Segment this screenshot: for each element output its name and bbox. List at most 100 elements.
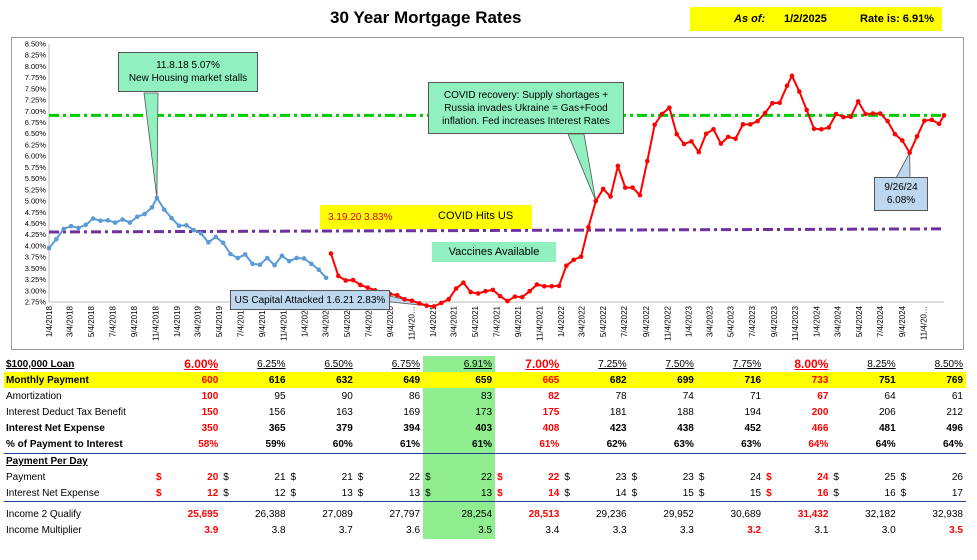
pct_interest-cell: 64% — [898, 436, 966, 454]
net_expense-cell: 481 — [831, 421, 898, 437]
data-point — [112, 220, 118, 225]
monthly_payment-value: 632 — [336, 374, 353, 386]
monthly_payment-cell: 659 — [423, 372, 495, 388]
annotation-low-date: 9/26/24 — [884, 182, 918, 193]
data-point — [206, 240, 211, 245]
y-tick-label: 6.25% — [25, 140, 47, 149]
data-point — [343, 278, 348, 283]
blank-cell — [899, 453, 966, 469]
series-line-pre-covid — [48, 195, 327, 279]
data-point — [512, 294, 518, 299]
income_qualify-value: 32,182 — [865, 509, 896, 521]
annotation-covid-text: COVID Hits US — [438, 210, 514, 222]
per-day-header-row: Payment Per Day — [4, 453, 966, 470]
net_expense-value: 438 — [677, 423, 694, 435]
day_payment-value: 23 — [682, 471, 694, 483]
pct_interest-value: 63% — [673, 439, 694, 451]
x-tick-label: 9/4/2021 — [514, 305, 523, 337]
day_net-value: 13 — [408, 487, 421, 499]
monthly_payment-cell: 632 — [289, 372, 356, 388]
monthly_payment-cell: 699 — [630, 372, 697, 388]
pct_interest-cell: 64% — [764, 436, 832, 454]
income_multiplier-cell: 3.3 — [630, 523, 697, 539]
tax_benefit-value: 181 — [609, 407, 627, 419]
income_qualify-cell: 29,952 — [630, 507, 697, 523]
monthly_payment-label: Monthly Payment — [6, 374, 89, 386]
data-point — [90, 216, 96, 221]
tax_benefit-cell: 181 — [562, 405, 629, 421]
y-tick-label: 5.25% — [25, 185, 47, 194]
income_qualify-cell: 31,432 — [764, 507, 831, 523]
net_expense-cell: 452 — [697, 421, 764, 437]
rate-column-header: 7.50% — [665, 358, 694, 370]
dollar-sign: $ — [357, 487, 364, 499]
y-tick-label: 7.25% — [25, 96, 47, 105]
y-tick-label: 2.75% — [25, 298, 47, 307]
data-point — [777, 100, 783, 106]
day_payment-cell: $25 — [831, 469, 898, 485]
spacer-row — [4, 501, 966, 507]
data-point — [914, 134, 920, 139]
data-point — [61, 226, 67, 232]
net_expense-cell: 438 — [630, 421, 697, 437]
tax_benefit-value: 173 — [475, 407, 493, 419]
income_multiplier-cell: 3.9 — [154, 523, 221, 539]
rate-text: Rate is: 6.91% — [860, 13, 934, 25]
dollar-sign: $ — [900, 471, 907, 483]
day_net-value: 14 — [548, 487, 560, 499]
day_payment-cell: $22 — [495, 469, 562, 485]
day_net-row: Interest Net Expense $12 $12 $13 $13 $13 $14 $1… — [4, 485, 966, 503]
blank-cell — [289, 453, 356, 469]
income_qualify-value: 32,938 — [932, 509, 963, 521]
day_net-cell: $12 — [154, 485, 222, 503]
x-tick-label: 1/4/2019 — [173, 305, 182, 337]
blank-cell — [697, 453, 764, 469]
day_net-cell: $13 — [288, 485, 356, 503]
net_expense-cell: 403 — [423, 420, 496, 437]
data-point — [184, 222, 189, 228]
tax_benefit-cell: 188 — [630, 405, 697, 421]
data-point — [365, 285, 371, 290]
dollar-sign: $ — [698, 487, 705, 499]
x-tick-label: 3/4/2019 — [194, 305, 203, 337]
x-tick-label: 9/4/2020 — [386, 305, 395, 337]
annotation-low-rate: 6.08% — [886, 195, 916, 206]
rate-column-header: 6.91% — [423, 356, 496, 373]
pct_interest-value: 61% — [539, 439, 560, 451]
rate-column-header: 7.00% — [525, 357, 560, 372]
data-point — [264, 255, 270, 261]
data-point — [161, 207, 167, 212]
data-point — [689, 139, 694, 144]
data-point — [483, 288, 488, 294]
monthly_payment-cell: 600 — [154, 372, 221, 388]
day_payment-value: 21 — [274, 471, 286, 483]
tax_benefit-row: Interest Deduct Tax Benefit 150 156 163 169 1… — [4, 404, 966, 421]
monthly_payment-value: 600 — [201, 374, 219, 386]
rate-column-header: 6.00% — [184, 357, 219, 372]
data-point — [826, 125, 832, 130]
tax_benefit-value: 212 — [946, 407, 963, 419]
day_net-cell: $13 — [355, 485, 424, 503]
x-tick-label: 3/4/2023 — [705, 305, 714, 337]
data-point — [490, 287, 496, 293]
day_payment-value: 22 — [408, 471, 421, 483]
tax_benefit-value: 175 — [542, 407, 560, 419]
data-point — [416, 301, 422, 306]
day_net-label: Interest Net Expense — [4, 485, 154, 503]
monthly_payment-value: 682 — [609, 374, 627, 386]
dollar-sign: $ — [290, 471, 297, 483]
monthly_payment-cell: 733 — [764, 372, 831, 388]
amortization-value: 74 — [682, 390, 694, 402]
amortization-value: 90 — [341, 390, 353, 402]
dollar-sign: $ — [223, 471, 229, 483]
data-point — [747, 122, 753, 127]
income_multiplier-cell: 3.4 — [495, 523, 562, 539]
blank-cell — [495, 453, 562, 469]
dollar-sign: $ — [833, 487, 839, 499]
net_expense-value: 365 — [268, 423, 286, 435]
income_multiplier-value: 3.0 — [881, 525, 896, 537]
amortization-cell: 67 — [764, 388, 831, 404]
data-point — [922, 118, 927, 124]
day_payment-value: 22 — [548, 471, 560, 483]
income_multiplier-value: 3.3 — [612, 525, 627, 537]
